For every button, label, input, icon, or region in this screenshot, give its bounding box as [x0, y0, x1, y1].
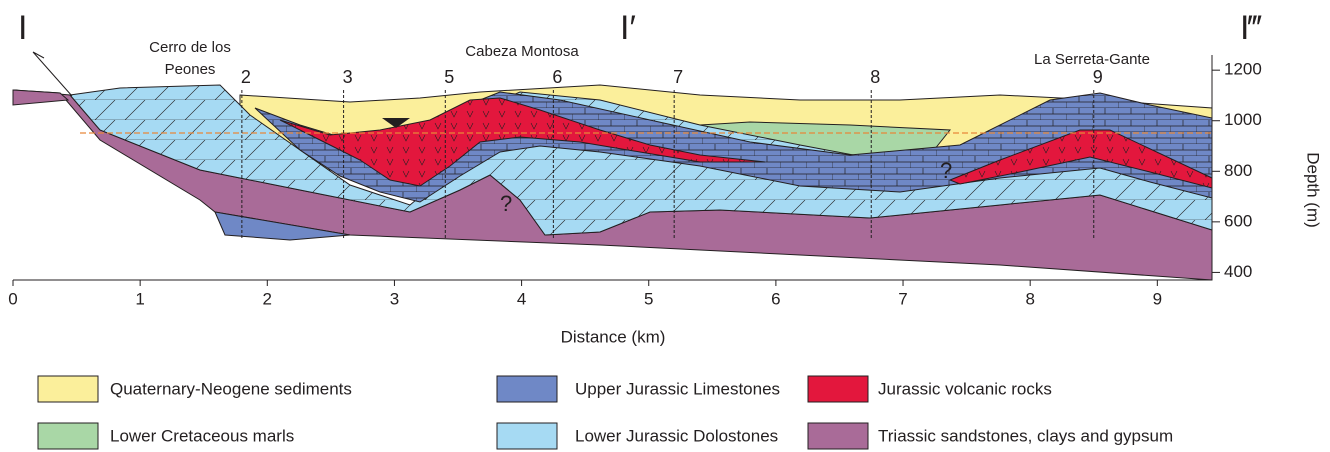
y-tick-label: 400	[1224, 262, 1252, 281]
legend-swatch	[497, 376, 557, 402]
annotation: ?	[940, 158, 952, 183]
legend-label: Triassic sandstones, clays and gypsum	[878, 426, 1173, 445]
legend-swatch	[808, 376, 868, 402]
fault	[33, 52, 72, 96]
well-label: 3	[343, 67, 353, 87]
y-tick-label: 800	[1224, 161, 1252, 180]
section-label: I′	[620, 9, 636, 47]
place-label: La Serreta-Gante	[1034, 51, 1150, 68]
x-tick-label: 4	[517, 289, 526, 308]
place-label: Peones	[165, 61, 216, 78]
place-label: Cabeza Montosa	[465, 43, 579, 60]
legend-label: Upper Jurassic Limestones	[575, 379, 780, 398]
well-label: 8	[870, 67, 880, 87]
geology	[13, 52, 1212, 280]
well-label: 6	[552, 67, 562, 87]
legend-swatch	[497, 423, 557, 449]
legend-swatch	[38, 423, 98, 449]
y-axis-title: Depth (m)	[1304, 152, 1323, 228]
x-tick-label: 1	[135, 289, 144, 308]
x-tick-label: 6	[771, 289, 780, 308]
y-tick-label: 1000	[1224, 110, 1262, 129]
x-axis-title: Distance (km)	[561, 327, 666, 346]
y-tick-label: 1200	[1224, 60, 1262, 79]
x-tick-label: 5	[644, 289, 653, 308]
well-label: 5	[444, 67, 454, 87]
x-tick-label: 8	[1025, 289, 1034, 308]
legend-label: Lower Jurassic Dolostones	[575, 426, 778, 445]
x-tick-label: 3	[390, 289, 399, 308]
section-label: I	[18, 9, 27, 47]
legend-swatch	[808, 423, 868, 449]
annotation: ?	[500, 191, 512, 216]
legend-label: Lower Cretaceous marls	[110, 426, 294, 445]
x-tick-label: 2	[263, 289, 272, 308]
x-tick-label: 7	[898, 289, 907, 308]
cross-section: I I′ I‴ Cerro de los Peones Cabeza Monto…	[0, 0, 1330, 452]
page: I I′ I‴ Cerro de los Peones Cabeza Monto…	[0, 0, 1330, 452]
left-volcanic	[13, 90, 68, 105]
legend-swatch	[38, 376, 98, 402]
section-label: I‴	[1240, 9, 1261, 47]
legend-label: Quaternary-Neogene sediments	[110, 379, 352, 398]
well-label: 9	[1093, 67, 1103, 87]
y-tick-label: 600	[1224, 211, 1252, 230]
well-label: 7	[673, 67, 683, 87]
x-tick-label: 0	[8, 289, 17, 308]
legend-label: Jurassic volcanic rocks	[878, 379, 1052, 398]
legend: Quaternary-Neogene sediments Upper Jurass…	[38, 376, 1173, 449]
place-label: Cerro de los	[149, 39, 231, 56]
well-label: 2	[241, 67, 251, 87]
x-tick-label: 9	[1153, 289, 1162, 308]
